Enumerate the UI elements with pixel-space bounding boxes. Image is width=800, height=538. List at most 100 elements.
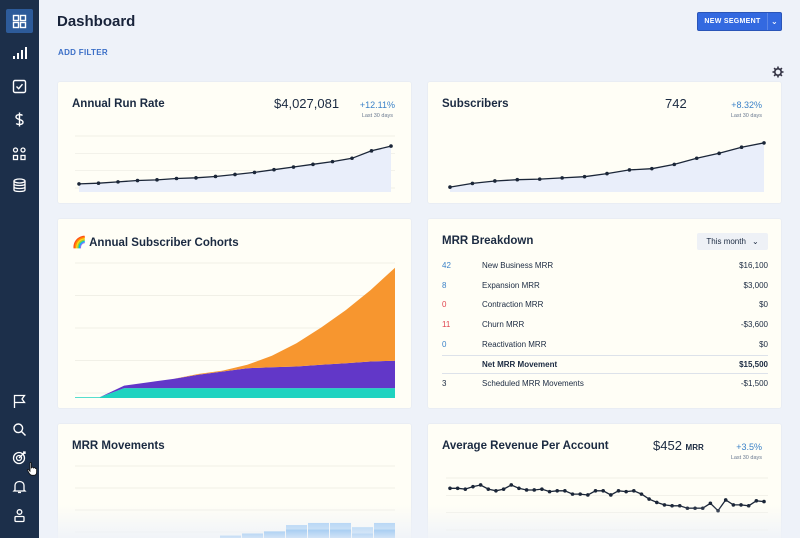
data-point bbox=[739, 503, 743, 507]
data-point bbox=[593, 489, 598, 493]
data-point bbox=[448, 486, 452, 491]
period-label: Last 30 days bbox=[730, 113, 762, 119]
sidebar-item-tasks[interactable] bbox=[6, 74, 33, 98]
data-point bbox=[330, 159, 335, 164]
data-point bbox=[524, 488, 529, 492]
card-value: 742 bbox=[665, 96, 687, 111]
data-point bbox=[486, 487, 491, 491]
sidebar-item-search[interactable] bbox=[6, 417, 33, 441]
user-icon bbox=[14, 508, 25, 522]
data-point bbox=[213, 174, 218, 179]
card-value: $4,027,081 bbox=[274, 96, 340, 111]
sidebar-item-goals[interactable] bbox=[6, 389, 33, 413]
arpa-card[interactable]: Average Revenue Per Account $452 MRR +3.… bbox=[428, 424, 781, 538]
data-point bbox=[563, 489, 567, 493]
data-point bbox=[762, 499, 766, 504]
data-point bbox=[662, 503, 667, 507]
data-point bbox=[586, 493, 590, 497]
cohorts-title-text: Annual Subscriber Cohorts bbox=[89, 237, 239, 249]
bar-chart-icon bbox=[13, 46, 27, 59]
flag-icon bbox=[13, 394, 26, 408]
sidebar-item-targets[interactable] bbox=[6, 445, 33, 469]
data-point bbox=[493, 179, 497, 183]
list-item[interactable]: 0 Reactivation MRR $0 bbox=[442, 335, 768, 354]
card-title: Annual Run Rate bbox=[72, 98, 165, 110]
data-point bbox=[624, 489, 628, 494]
data-point bbox=[233, 172, 237, 177]
chevron-down-icon: ⌄ bbox=[751, 237, 759, 246]
bar-expansion bbox=[374, 522, 395, 530]
change-percent: +8.32% bbox=[731, 100, 762, 110]
dashboard-grid-icon bbox=[12, 14, 27, 28]
data-point bbox=[532, 488, 537, 492]
data-point bbox=[471, 484, 475, 489]
shapes-icon bbox=[12, 146, 26, 160]
data-point bbox=[291, 165, 296, 169]
database-icon bbox=[13, 177, 26, 192]
new-segment-button[interactable]: NEW SEGMENT ⌄ bbox=[697, 12, 782, 31]
period-dropdown[interactable]: This month ⌄ bbox=[697, 233, 768, 250]
row-count: 3 bbox=[442, 379, 447, 389]
list-item[interactable]: 3 Scheduled MRR Movements -$1,500 bbox=[442, 374, 768, 393]
data-point bbox=[670, 503, 674, 508]
row-amount: $16,100 bbox=[739, 261, 768, 270]
card-title: MRR Movements bbox=[72, 440, 165, 452]
row-count: 42 bbox=[442, 261, 451, 270]
data-point bbox=[700, 506, 705, 511]
sidebar-item-data[interactable] bbox=[6, 173, 33, 197]
data-point bbox=[694, 156, 699, 161]
data-point bbox=[746, 503, 751, 508]
row-count: 0 bbox=[442, 339, 447, 349]
list-item[interactable]: 8 Expansion MRR $3,000 bbox=[442, 276, 768, 295]
list-item[interactable]: Net MRR Movement $15,500 bbox=[442, 354, 768, 374]
data-point bbox=[716, 508, 720, 513]
card-title: MRR Breakdown bbox=[442, 235, 534, 247]
row-amount: $0 bbox=[759, 300, 768, 310]
row-count: 8 bbox=[442, 280, 447, 290]
chevron-down-icon[interactable]: ⌄ bbox=[767, 13, 781, 30]
row-amount: $3,000 bbox=[743, 280, 768, 290]
row-name: Expansion MRR bbox=[482, 280, 540, 290]
arpa-value: $452 bbox=[653, 438, 682, 453]
data-point bbox=[708, 501, 713, 506]
change-percent: +3.5% bbox=[736, 442, 762, 452]
mrr-breakdown-card[interactable]: MRR Breakdown This month ⌄ 42 New Busines… bbox=[428, 219, 781, 408]
data-point bbox=[672, 162, 677, 167]
add-filter-link[interactable]: ADD FILTER bbox=[58, 48, 108, 57]
new-segment-label: NEW SEGMENT bbox=[704, 18, 761, 25]
gear-icon[interactable] bbox=[772, 66, 784, 78]
data-point bbox=[605, 171, 609, 176]
mrr-movements-card[interactable]: MRR Movements bbox=[58, 424, 411, 538]
cohorts-card[interactable]: 🌈 Annual Subscriber Cohorts bbox=[58, 219, 411, 408]
cohort-area-teal bbox=[75, 388, 395, 398]
sidebar-item-notifications[interactable] bbox=[6, 474, 33, 498]
list-item[interactable]: 42 New Business MRR $16,100 bbox=[442, 256, 768, 275]
data-point bbox=[582, 174, 587, 179]
bar-new-business bbox=[330, 529, 351, 538]
data-point bbox=[693, 506, 697, 511]
row-amount: $0 bbox=[759, 339, 768, 349]
row-amount: -$1,500 bbox=[740, 379, 768, 389]
annual-run-rate-card[interactable]: Annual Run Rate $4,027,081 +12.11% Last … bbox=[58, 82, 411, 203]
bar-expansion bbox=[330, 522, 351, 530]
sidebar-item-segments[interactable] bbox=[6, 141, 33, 165]
data-point bbox=[455, 486, 460, 491]
data-point bbox=[627, 168, 632, 172]
pointer-cursor-icon bbox=[27, 462, 37, 476]
data-point bbox=[754, 498, 759, 503]
list-item[interactable]: 0 Contraction MRR $0 bbox=[442, 295, 768, 314]
mrr-movements-chart bbox=[75, 465, 395, 538]
target-icon bbox=[12, 450, 26, 464]
sidebar-item-reports[interactable] bbox=[6, 41, 33, 65]
subscribers-card[interactable]: Subscribers 742 +8.32% Last 30 days bbox=[428, 82, 781, 203]
data-point bbox=[272, 167, 276, 172]
sidebar-item-account[interactable] bbox=[6, 503, 33, 527]
sidebar-item-dashboard[interactable] bbox=[6, 9, 33, 33]
data-point bbox=[501, 487, 506, 491]
sidebar-item-revenue[interactable] bbox=[6, 107, 33, 131]
bar-expansion bbox=[352, 527, 373, 534]
data-point bbox=[609, 493, 613, 497]
arr-chart bbox=[75, 135, 395, 192]
data-point bbox=[537, 177, 542, 181]
list-item[interactable]: 11 Churn MRR -$3,600 bbox=[442, 315, 768, 334]
